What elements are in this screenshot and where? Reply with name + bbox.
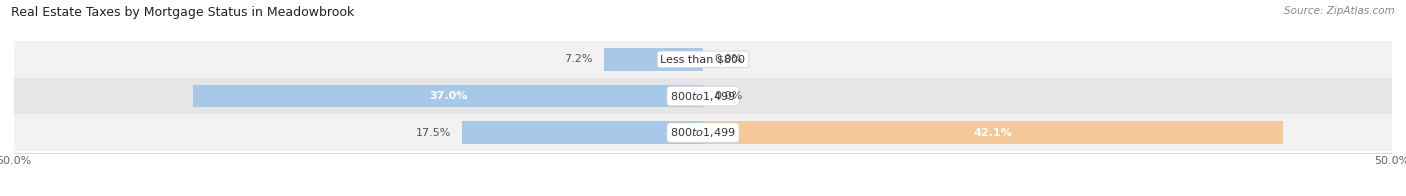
Text: $800 to $1,499: $800 to $1,499 (671, 126, 735, 139)
Bar (703, 121, 1284, 144)
Text: 7.2%: 7.2% (564, 54, 593, 64)
Bar (14, 78, 1392, 114)
Text: Less than $800: Less than $800 (661, 54, 745, 64)
Text: $800 to $1,499: $800 to $1,499 (671, 90, 735, 103)
Bar (14, 114, 1392, 151)
Text: Real Estate Taxes by Mortgage Status in Meadowbrook: Real Estate Taxes by Mortgage Status in … (11, 6, 354, 19)
Bar (461, 121, 703, 144)
Bar (603, 48, 703, 71)
Text: 0.0%: 0.0% (714, 91, 742, 101)
Text: 17.5%: 17.5% (415, 128, 451, 138)
Bar (193, 85, 703, 107)
Bar (14, 41, 1392, 78)
Text: 0.0%: 0.0% (714, 54, 742, 64)
Text: 37.0%: 37.0% (429, 91, 467, 101)
Text: 42.1%: 42.1% (974, 128, 1012, 138)
Text: Source: ZipAtlas.com: Source: ZipAtlas.com (1284, 6, 1395, 16)
